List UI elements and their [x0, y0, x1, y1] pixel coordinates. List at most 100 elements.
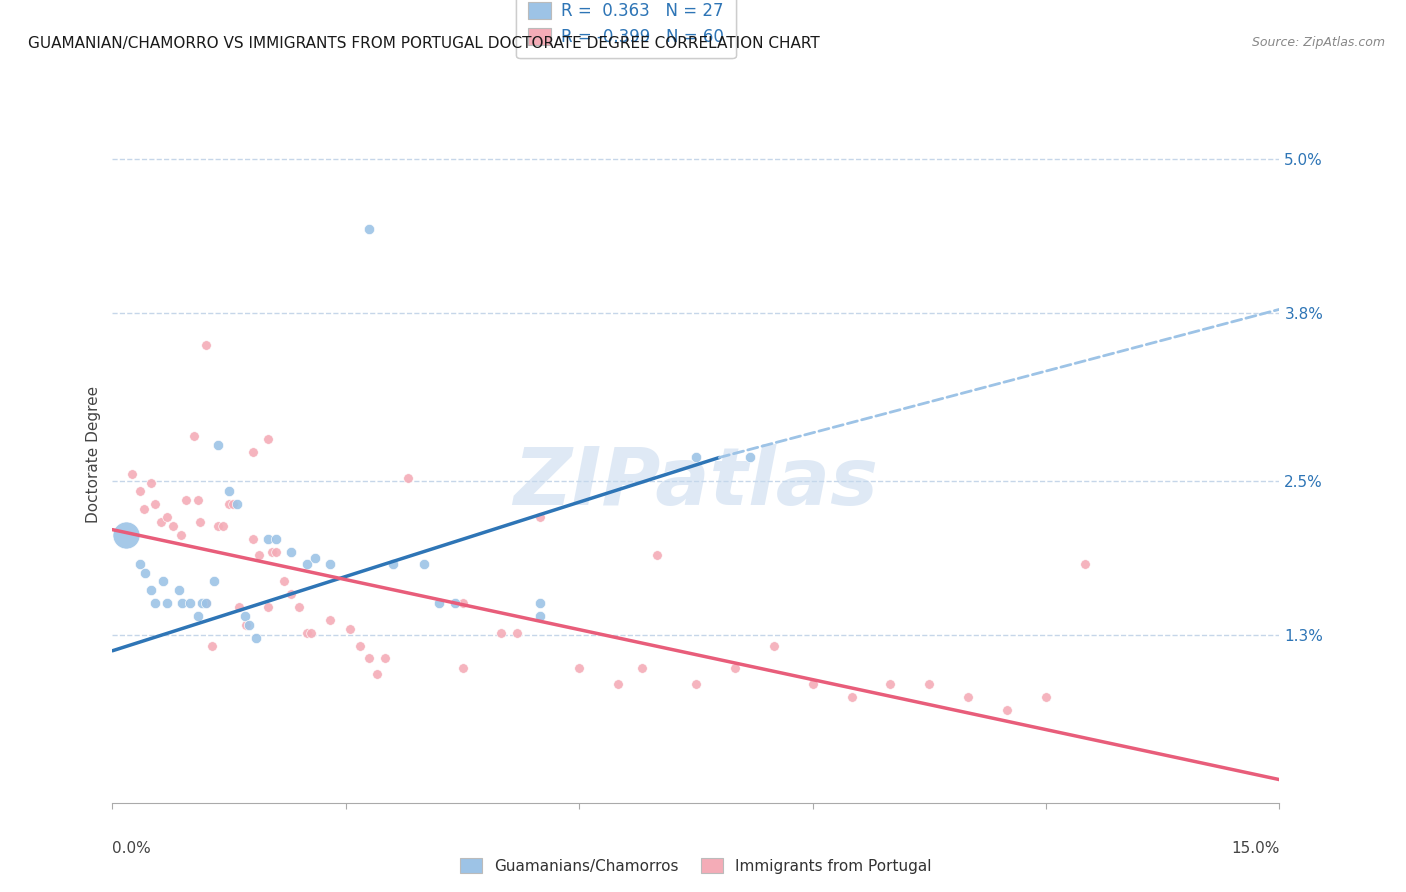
Point: [427, 596, 450, 610]
Point: [841, 690, 863, 705]
Point: [288, 599, 311, 614]
Point: [685, 677, 707, 691]
Point: [128, 483, 150, 498]
Point: [191, 596, 214, 610]
Point: [1074, 558, 1097, 572]
Point: [134, 566, 156, 581]
Point: [233, 609, 256, 624]
Text: 15.0%: 15.0%: [1232, 841, 1279, 856]
Point: [179, 596, 201, 610]
Point: [201, 639, 224, 653]
Point: [260, 544, 283, 558]
Legend: R =  0.363   N = 27, R = -0.399   N = 60: R = 0.363 N = 27, R = -0.399 N = 60: [516, 0, 735, 58]
Point: [202, 574, 225, 589]
Point: [264, 532, 287, 546]
Point: [630, 660, 652, 674]
Point: [257, 532, 280, 546]
Y-axis label: Doctorate Degree: Doctorate Degree: [86, 386, 101, 524]
Point: [295, 625, 318, 640]
Point: [366, 667, 388, 681]
Point: [1035, 690, 1057, 705]
Point: [801, 677, 824, 691]
Point: [218, 497, 240, 511]
Point: [568, 660, 591, 674]
Point: [183, 428, 205, 442]
Point: [319, 558, 342, 572]
Point: [242, 445, 264, 459]
Point: [207, 437, 229, 451]
Point: [238, 618, 260, 632]
Point: [235, 618, 257, 632]
Point: [176, 493, 198, 508]
Point: [319, 613, 342, 627]
Point: [645, 549, 668, 563]
Point: [247, 549, 270, 563]
Text: ZIPatlas: ZIPatlas: [513, 443, 879, 522]
Point: [396, 471, 419, 485]
Point: [121, 467, 143, 482]
Point: [443, 596, 465, 610]
Point: [299, 625, 322, 640]
Point: [228, 599, 250, 614]
Point: [187, 609, 209, 624]
Point: [226, 497, 249, 511]
Text: Source: ZipAtlas.com: Source: ZipAtlas.com: [1251, 36, 1385, 49]
Point: [918, 677, 941, 691]
Point: [879, 677, 901, 691]
Legend: Guamanians/Chamorros, Immigrants from Portugal: Guamanians/Chamorros, Immigrants from Po…: [454, 852, 938, 880]
Point: [295, 558, 318, 572]
Point: [957, 690, 980, 705]
Point: [374, 651, 396, 665]
Point: [273, 574, 295, 589]
Text: GUAMANIAN/CHAMORRO VS IMMIGRANTS FROM PORTUGAL DOCTORATE DEGREE CORRELATION CHAR: GUAMANIAN/CHAMORRO VS IMMIGRANTS FROM PO…: [28, 36, 820, 51]
Point: [280, 544, 302, 558]
Point: [359, 651, 381, 665]
Point: [412, 558, 434, 572]
Point: [162, 518, 184, 533]
Point: [128, 558, 150, 572]
Point: [172, 596, 194, 610]
Point: [491, 625, 513, 640]
Point: [152, 574, 174, 589]
Point: [762, 639, 785, 653]
Point: [685, 450, 707, 465]
Point: [156, 596, 179, 610]
Point: [242, 532, 264, 546]
Point: [257, 599, 280, 614]
Text: 0.0%: 0.0%: [112, 841, 152, 856]
Point: [506, 625, 529, 640]
Point: [280, 587, 302, 601]
Point: [188, 515, 211, 529]
Point: [257, 433, 280, 447]
Point: [304, 551, 326, 566]
Point: [218, 483, 240, 498]
Point: [141, 583, 163, 598]
Point: [187, 493, 209, 508]
Point: [995, 703, 1018, 717]
Point: [141, 476, 163, 491]
Point: [194, 596, 217, 610]
Point: [143, 497, 166, 511]
Point: [339, 622, 361, 636]
Point: [740, 450, 762, 465]
Point: [264, 544, 287, 558]
Point: [359, 222, 381, 236]
Point: [451, 660, 474, 674]
Point: [381, 558, 404, 572]
Point: [194, 596, 217, 610]
Point: [115, 528, 138, 542]
Point: [149, 515, 172, 529]
Point: [167, 583, 190, 598]
Point: [724, 660, 747, 674]
Point: [529, 509, 551, 524]
Point: [156, 509, 179, 524]
Point: [349, 639, 371, 653]
Point: [529, 609, 551, 624]
Point: [607, 677, 630, 691]
Point: [245, 631, 267, 645]
Point: [222, 497, 245, 511]
Point: [207, 518, 229, 533]
Point: [194, 338, 217, 352]
Point: [143, 596, 166, 610]
Point: [132, 502, 155, 516]
